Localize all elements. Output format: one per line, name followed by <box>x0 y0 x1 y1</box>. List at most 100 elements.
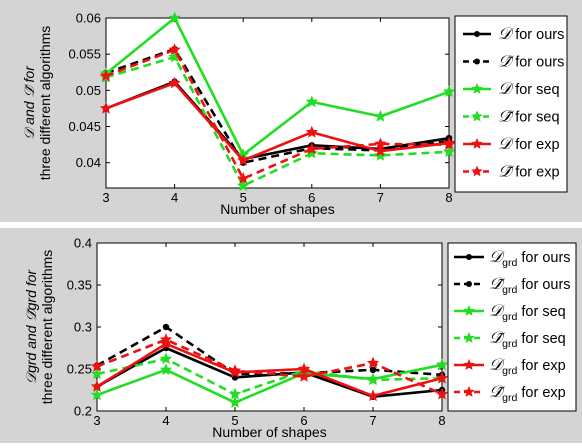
data-point <box>442 138 456 150</box>
legend-marker <box>463 332 475 343</box>
legend-label: 𝒟grd for exp <box>489 355 566 377</box>
x-axis-label: Number of shapes <box>220 201 334 217</box>
legend-label: 𝒟 for ours <box>498 24 564 43</box>
plot-area <box>105 17 450 189</box>
legend-marker <box>463 305 475 316</box>
data-point <box>305 95 318 108</box>
legend-subscript: grd <box>502 257 517 269</box>
legend-marker <box>471 138 483 149</box>
legend-text: for exp <box>517 358 565 374</box>
data-point <box>297 362 311 375</box>
data-point <box>442 85 456 97</box>
series-line <box>105 81 450 162</box>
legend-entry: 𝒟grd for seq <box>454 301 566 323</box>
legend-text: for seq <box>517 304 565 320</box>
data-point <box>374 144 387 157</box>
data-point <box>168 50 181 63</box>
legend-marker <box>471 165 483 177</box>
x-tick-label: 7 <box>369 413 376 428</box>
legend-marker <box>474 31 480 37</box>
legend-entry: 𝒟 for seq <box>463 79 560 98</box>
legend-entry: 𝒟̃ for seq <box>463 107 560 126</box>
legend-symbol: 𝒟̃ <box>498 162 514 181</box>
legend-entry: 𝒟̃ for ours <box>463 52 564 71</box>
legend-symbol: 𝒟̃ <box>489 328 505 347</box>
legend-marker <box>466 254 472 260</box>
legend-symbol: 𝒟 <box>498 79 514 98</box>
legend-label: 𝒟̃grd for exp <box>489 382 566 404</box>
data-point <box>168 43 181 56</box>
legend-symbol: 𝒟 <box>498 134 514 153</box>
data-point <box>366 373 380 386</box>
y-tick-label: 0.055 <box>68 47 101 62</box>
legend-label: 𝒟 for exp <box>498 134 560 153</box>
legend-box <box>454 15 568 193</box>
legend-label: 𝒟 for seq <box>498 79 560 98</box>
legend-text: for ours <box>511 55 564 71</box>
series-line <box>105 55 450 188</box>
y-tick-label: 0.3 <box>74 320 92 335</box>
data-point <box>442 145 456 158</box>
legend-symbol: 𝒟̃ <box>489 274 505 293</box>
series-5 <box>99 76 456 166</box>
legend-label: 𝒟̃grd for ours <box>489 274 571 296</box>
legend-label: 𝒟̃grd for seq <box>489 328 566 350</box>
data-point <box>228 387 242 400</box>
data-point <box>435 358 449 371</box>
legend-subscript: grd <box>502 392 517 404</box>
data-point <box>90 367 104 380</box>
x-tick-label: 8 <box>445 190 452 205</box>
chart-panel-2: 3 4 5 6 7 8 0.2 0.25 0.3 0.35 0.4 Number of shapes 𝒟… <box>0 228 582 443</box>
data-point <box>374 109 387 122</box>
series-line <box>96 338 443 396</box>
legend-text: for seq <box>511 82 559 98</box>
y-tick-label: 0.04 <box>76 155 101 170</box>
y-tick-label: 0.045 <box>68 119 101 134</box>
legend-marker <box>471 110 483 122</box>
data-point <box>159 337 173 350</box>
legend-entry: 𝒟̃grd for exp <box>454 382 566 404</box>
legend-text: for exp <box>517 385 565 401</box>
series-line <box>96 363 443 404</box>
legend-text: for seq <box>517 331 565 347</box>
data-point <box>90 380 104 392</box>
legend-marker <box>474 58 480 65</box>
legend-symbol: 𝒟 <box>498 24 514 43</box>
legend-marker <box>463 359 475 370</box>
legend-subscript: grd <box>502 365 517 377</box>
legend-box <box>447 242 577 412</box>
data-point <box>99 101 113 114</box>
x-tick-label: 5 <box>240 190 247 205</box>
data-point <box>228 396 242 408</box>
legend-text: for exp <box>511 137 559 153</box>
x-tick-label: 6 <box>308 190 315 205</box>
legend-label: 𝒟̃ for ours <box>498 52 564 71</box>
x-tick-label: 7 <box>377 190 384 205</box>
legend-subscript: grd <box>502 311 517 323</box>
x-tick-label: 4 <box>162 413 169 428</box>
legend-symbol: 𝒟 <box>489 301 505 320</box>
legend-text: for ours <box>517 250 570 266</box>
x-tick-label: 8 <box>438 413 445 428</box>
x-tick-label: 4 <box>171 190 178 205</box>
data-point <box>162 323 170 331</box>
y-tick-label: 0.2 <box>74 404 92 419</box>
data-point <box>374 137 387 150</box>
data-point <box>237 154 250 166</box>
series-line <box>96 342 443 398</box>
legend-subscript: grd <box>502 284 517 296</box>
data-point <box>369 366 377 374</box>
series-line <box>105 16 450 156</box>
plot-area <box>96 242 443 412</box>
data-point <box>305 146 318 159</box>
legend-text: for exp <box>511 165 559 181</box>
y-tick-label: 0.05 <box>76 83 101 98</box>
data-point <box>374 148 387 161</box>
legend-entry: 𝒟̃grd for ours <box>454 274 571 296</box>
legend-text: for seq <box>511 110 559 126</box>
y-axis-label: 𝒟 and 𝒟̃ for <box>21 65 37 140</box>
data-point <box>435 371 449 384</box>
data-point <box>228 364 242 376</box>
legend-text: for ours <box>517 277 570 293</box>
